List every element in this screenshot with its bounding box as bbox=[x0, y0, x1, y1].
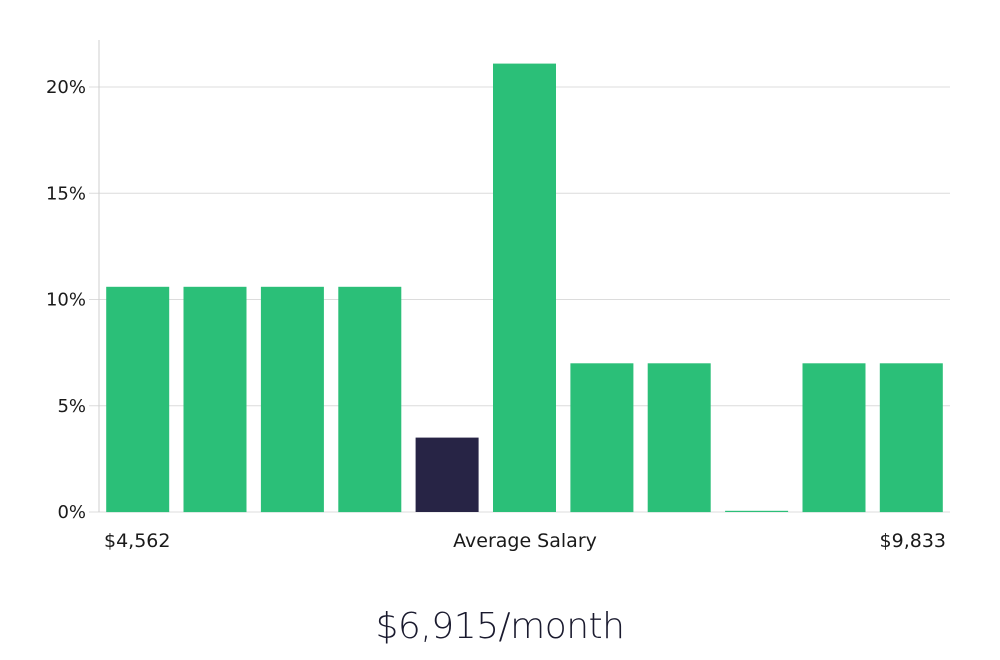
y-tick-label: 20% bbox=[46, 77, 86, 98]
bar bbox=[183, 286, 247, 513]
bar bbox=[338, 286, 402, 513]
bar bbox=[260, 286, 324, 513]
bar bbox=[647, 363, 711, 513]
bar bbox=[570, 363, 634, 513]
bar-average-salary bbox=[415, 437, 479, 512]
y-tick-label: 0% bbox=[57, 502, 86, 523]
y-axis-ticks: 0% 5% 10% 15% 20% bbox=[46, 77, 86, 523]
bar bbox=[106, 286, 170, 513]
x-axis-min-label: $4,562 bbox=[104, 530, 170, 552]
bar bbox=[725, 510, 789, 512]
salary-distribution-chart: 0% 5% 10% 15% 20% $4,562 Average Salary $9,8… bbox=[46, 40, 950, 552]
bar bbox=[802, 363, 866, 513]
y-tick-label: 15% bbox=[46, 183, 86, 204]
bar bbox=[493, 63, 556, 512]
bar bbox=[879, 363, 943, 513]
x-axis-title: Average Salary bbox=[453, 530, 597, 552]
y-tick-label: 10% bbox=[46, 290, 86, 311]
x-axis-max-label: $9,833 bbox=[880, 530, 946, 552]
average-salary-amount: $6,915/month bbox=[375, 606, 625, 647]
y-tick-label: 5% bbox=[57, 396, 86, 417]
bars bbox=[106, 63, 943, 513]
